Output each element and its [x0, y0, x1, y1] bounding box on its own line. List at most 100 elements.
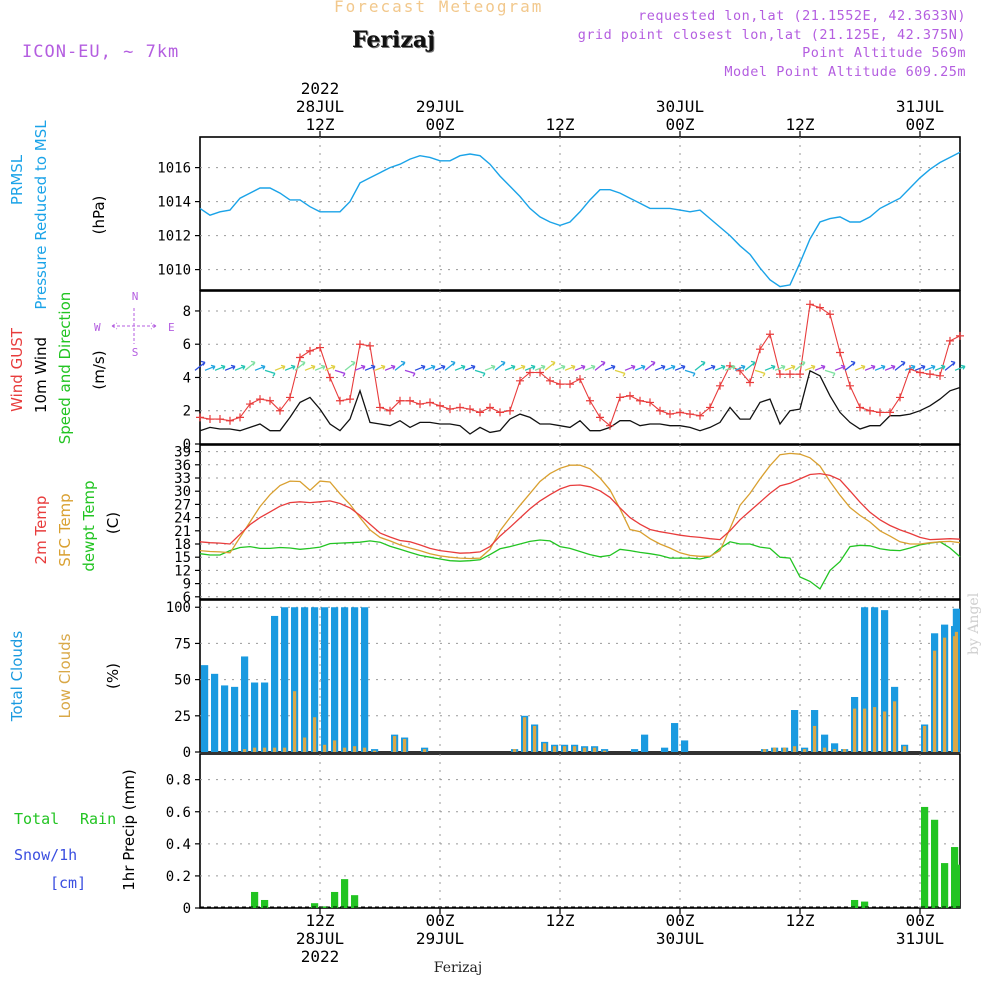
wind-direction-arrow — [574, 364, 586, 371]
low-cloud-bar — [903, 746, 907, 752]
pressure-line — [199, 151, 961, 288]
temp-unit: (C) — [104, 512, 122, 534]
compass-rose — [111, 308, 157, 344]
gust-point — [256, 395, 264, 404]
low-cloud-bar — [533, 725, 537, 752]
panel-frame-wind — [199, 290, 961, 445]
gust-point — [926, 370, 934, 379]
sfc-temp-line — [199, 452, 961, 560]
rain-bar — [341, 879, 349, 908]
wind-direction-arrow — [864, 364, 876, 371]
temp-label-sfc: SFC Temp — [56, 493, 74, 566]
low-cloud-bar — [953, 636, 957, 752]
precip-unit: 1hr Precip (mm) — [120, 769, 138, 890]
wind-direction-arrow — [944, 360, 956, 371]
low-cloud-bar — [863, 708, 867, 752]
ytick-label-temperature: 30 — [174, 484, 191, 500]
ytick-label-temperature: 36 — [174, 458, 191, 474]
temp-label-dewpt: dewpt Temp — [80, 480, 98, 571]
time-tick-label-top: 2022 — [301, 79, 340, 98]
precip-label-total: Total — [14, 810, 59, 828]
gust-point — [786, 370, 794, 379]
total-cloud-bar — [321, 607, 329, 752]
wind-direction-arrow — [204, 364, 216, 371]
wind-direction-arrow — [904, 364, 916, 371]
ytick-label-temperature: 9 — [183, 577, 191, 593]
wind-direction-arrow — [194, 360, 206, 371]
time-tick-label-top: 00Z — [426, 115, 455, 134]
ytick-label-clouds: 0 — [183, 745, 191, 761]
low-cloud-bar — [873, 707, 877, 752]
total-cloud-bar — [281, 607, 289, 752]
time-tick-label-top: 30JUL — [656, 97, 704, 116]
total-cloud-bar — [331, 607, 339, 752]
low-cloud-bar — [403, 738, 407, 752]
low-cloud-bar — [543, 743, 547, 752]
gust-point — [706, 403, 714, 412]
rain-bar — [921, 806, 929, 908]
rain-bar — [251, 891, 259, 908]
gust-point — [656, 406, 664, 415]
gust-line — [199, 303, 961, 427]
wind-direction-arrow — [874, 364, 886, 371]
ytick-label-clouds: 25 — [174, 709, 191, 725]
low-cloud-bar — [763, 749, 767, 752]
gust-point — [536, 368, 544, 377]
low-cloud-bar — [783, 747, 787, 752]
total-cloud-bar — [881, 610, 889, 752]
wind-direction-arrow — [674, 364, 686, 371]
wind-direction-arrow — [324, 364, 336, 371]
low-cloud-bar — [954, 631, 958, 752]
gust-point — [496, 408, 504, 417]
gust-point — [816, 303, 824, 312]
gust-point — [336, 396, 344, 405]
low-cloud-bar — [283, 747, 287, 752]
gust-point — [716, 381, 724, 390]
low-cloud-bar — [853, 708, 857, 752]
rain-bar — [952, 864, 960, 908]
wind-direction-arrow — [724, 364, 736, 371]
wind-direction-arrow — [684, 369, 696, 377]
gust-point — [676, 408, 684, 417]
gust-point — [516, 376, 524, 385]
time-tick-label-bottom: 28JUL — [296, 929, 344, 948]
ytick-label-temperature: 15 — [174, 550, 191, 566]
wind-direction-arrow — [804, 364, 816, 371]
wind-direction-arrow — [334, 369, 346, 377]
gust-point — [826, 310, 834, 319]
gust-point — [756, 345, 764, 354]
wind-label-direction: Speed and Direction — [56, 292, 74, 445]
gust-point — [346, 395, 354, 404]
low-cloud-bar — [333, 740, 337, 752]
wind-direction-arrow — [234, 364, 246, 371]
total-cloud-bar — [351, 607, 359, 752]
gust-point — [446, 405, 454, 414]
gust-point — [796, 370, 804, 379]
wind-direction-arrow — [554, 364, 566, 371]
gust-point — [836, 348, 844, 357]
wind-direction-arrow — [434, 364, 446, 371]
gust-point — [266, 396, 274, 405]
low-cloud-bar — [943, 637, 947, 752]
ytick-label-precip: 0.8 — [166, 773, 191, 789]
low-cloud-bar — [553, 746, 557, 752]
gust-point — [776, 370, 784, 379]
total-cloud-bar — [301, 607, 309, 752]
gust-point — [326, 373, 334, 382]
wind-direction-arrow — [284, 364, 296, 371]
cloud-unit: (%) — [104, 663, 122, 689]
gust-point — [856, 403, 864, 412]
time-tick-label-top: 00Z — [666, 115, 695, 134]
wind-direction-arrow — [604, 364, 616, 371]
gust-point — [886, 408, 894, 417]
wind-direction-arrow — [854, 364, 866, 371]
gust-point — [876, 408, 884, 417]
ytick-label-pressure: 1014 — [157, 195, 191, 211]
gust-point — [306, 346, 314, 355]
low-cloud-bar — [603, 750, 607, 752]
rain-bar — [931, 819, 939, 908]
wind-direction-arrow — [664, 364, 676, 371]
total-cloud-bar — [631, 749, 639, 752]
wind-direction-arrow — [764, 364, 776, 371]
ytick-label-temperature: 6 — [183, 590, 191, 606]
